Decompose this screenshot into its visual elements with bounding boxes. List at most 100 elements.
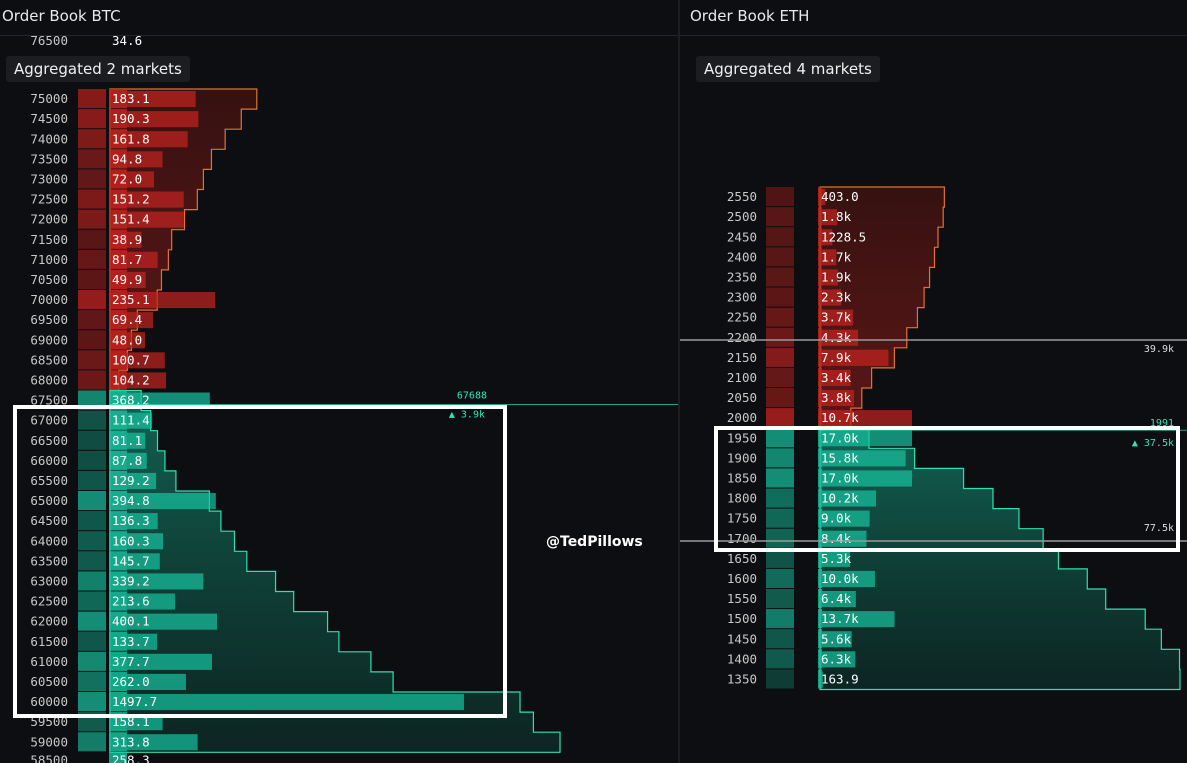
bid-price-label: 67500 (30, 393, 68, 408)
bid-price-label: 62000 (30, 614, 68, 629)
ask-price-label: 2300 (727, 290, 757, 305)
ask-heat-strip (78, 229, 106, 249)
watermark-text: @TedPillows (546, 534, 643, 550)
bid-volume-bar (127, 633, 158, 650)
ask-volume-bar (822, 309, 854, 326)
bid-size-label: 163.9 (821, 672, 859, 687)
ask-size-label: 3.8k (821, 390, 852, 405)
ask-volume-bar (822, 229, 833, 246)
bid-heat-strip (78, 531, 106, 551)
ask-volume-bar (822, 189, 826, 206)
ask-volume-bar (127, 191, 184, 208)
bid-heat-strip (78, 692, 106, 712)
bid-heat-strip (766, 568, 794, 588)
ask-heat-strip (766, 227, 794, 247)
bid-depth-area (819, 427, 1181, 691)
bid-volume-bar (822, 450, 906, 467)
ask-size-cell (818, 408, 822, 428)
bid-price-label: 59000 (30, 734, 68, 749)
bid-size-label: 1497.7 (112, 694, 157, 709)
bid-volume-bar (127, 734, 198, 751)
bid-size-label: 136.3 (112, 513, 150, 528)
bid-price-label: 67000 (30, 413, 68, 428)
bid-size-cell (818, 669, 822, 689)
ask-size-label: 94.8 (112, 151, 142, 166)
ask-size-cell (818, 247, 822, 267)
bid-size-label: 8.4k (821, 531, 852, 546)
ask-size-cell (818, 367, 822, 387)
ask-size-cell (818, 207, 822, 227)
bid-size-label: 339.2 (112, 574, 150, 589)
ask-price-label: 2150 (727, 350, 757, 365)
bid-volume-bar (127, 714, 163, 731)
ask-price-label: 70000 (30, 292, 68, 307)
ask-size-cell (818, 227, 822, 247)
bid-size-cell (109, 531, 127, 551)
ask-volume-bar (822, 410, 912, 427)
ask-price-label: 68500 (30, 352, 68, 367)
ask-volume-bar (822, 369, 851, 386)
ask-size-cell (109, 129, 127, 149)
ask-price-label: 2000 (727, 410, 757, 425)
bid-size-cell (109, 631, 127, 651)
eth-panel-title: Order Book ETH (680, 0, 1187, 36)
ask-price-label: 68000 (30, 373, 68, 388)
ask-volume-bar (822, 329, 859, 346)
bid-price-label: 1550 (727, 591, 757, 606)
ask-price-label: 75000 (30, 91, 68, 106)
ask-price-label: 73500 (30, 151, 68, 166)
ask-heat-strip (766, 327, 794, 347)
ask-heat-strip (78, 169, 106, 189)
bid-volume-bar (127, 694, 464, 711)
bid-size-label: 5.6k (821, 631, 852, 646)
bid-heat-strip (78, 611, 106, 631)
bid-price-label: 1350 (727, 672, 757, 687)
ask-price-label: 2400 (727, 249, 757, 264)
ask-size-label: 190.3 (112, 111, 150, 126)
bid-size-cell (818, 649, 822, 669)
ask-volume-bar (822, 209, 838, 226)
bid-size-label: 133.7 (112, 634, 150, 649)
bid-size-label: 10.2k (821, 491, 859, 506)
bid-heat-strip (766, 448, 794, 468)
bid-size-cell (818, 629, 822, 649)
ask-heat-strip (78, 370, 106, 390)
bid-size-label: 17.0k (821, 430, 859, 445)
ask-size-label: 1228.5 (821, 229, 866, 244)
ask-size-label: 69.4 (112, 312, 142, 327)
ask-price-label: 2550 (727, 189, 757, 204)
bid-volume-bar (822, 470, 912, 487)
ask-size-label: 403.0 (821, 189, 859, 204)
ask-heat-strip (766, 287, 794, 307)
bid-heat-strip (78, 491, 106, 511)
ask-volume-bar (127, 251, 158, 268)
bid-price-label: 1450 (727, 631, 757, 646)
bid-depth-area (109, 389, 561, 753)
bid-volume-bar (127, 613, 218, 630)
ask-depth-area (819, 186, 945, 429)
bid-size-label: 129.2 (112, 473, 150, 488)
ask-size-label: 2.3k (821, 290, 852, 305)
ask-size-label: 3.4k (821, 370, 852, 385)
bid-size-cell (818, 448, 822, 468)
ask-size-cell (109, 350, 127, 370)
bid-size-cell (109, 571, 127, 591)
ask-size-label: 38.9 (112, 232, 142, 247)
ask-price-label: 2450 (727, 229, 757, 244)
ask-size-label: 235.1 (112, 292, 150, 307)
ask-price-label: 69500 (30, 312, 68, 327)
bid-price-label: 63500 (30, 553, 68, 568)
bid-size-label: 258.3 (112, 752, 150, 763)
bid-price-label: 1650 (727, 551, 757, 566)
ask-volume-bar (822, 249, 837, 266)
bid-heat-strip (78, 671, 106, 691)
ask-size-label: 49.9 (112, 272, 142, 287)
ask-price-label: 76500 (30, 33, 68, 48)
bid-heat-strip (78, 390, 106, 410)
bid-size-cell (818, 609, 822, 629)
ask-heat-strip (78, 330, 106, 350)
bid-heat-strip (766, 508, 794, 528)
eth-order-book-chart: 2550 403.0 2500 1.8k 2450 1228.5 2400 1.7k 2350 1… (680, 186, 1187, 691)
bid-size-cell (109, 430, 127, 450)
bid-volume-bar (127, 472, 157, 489)
